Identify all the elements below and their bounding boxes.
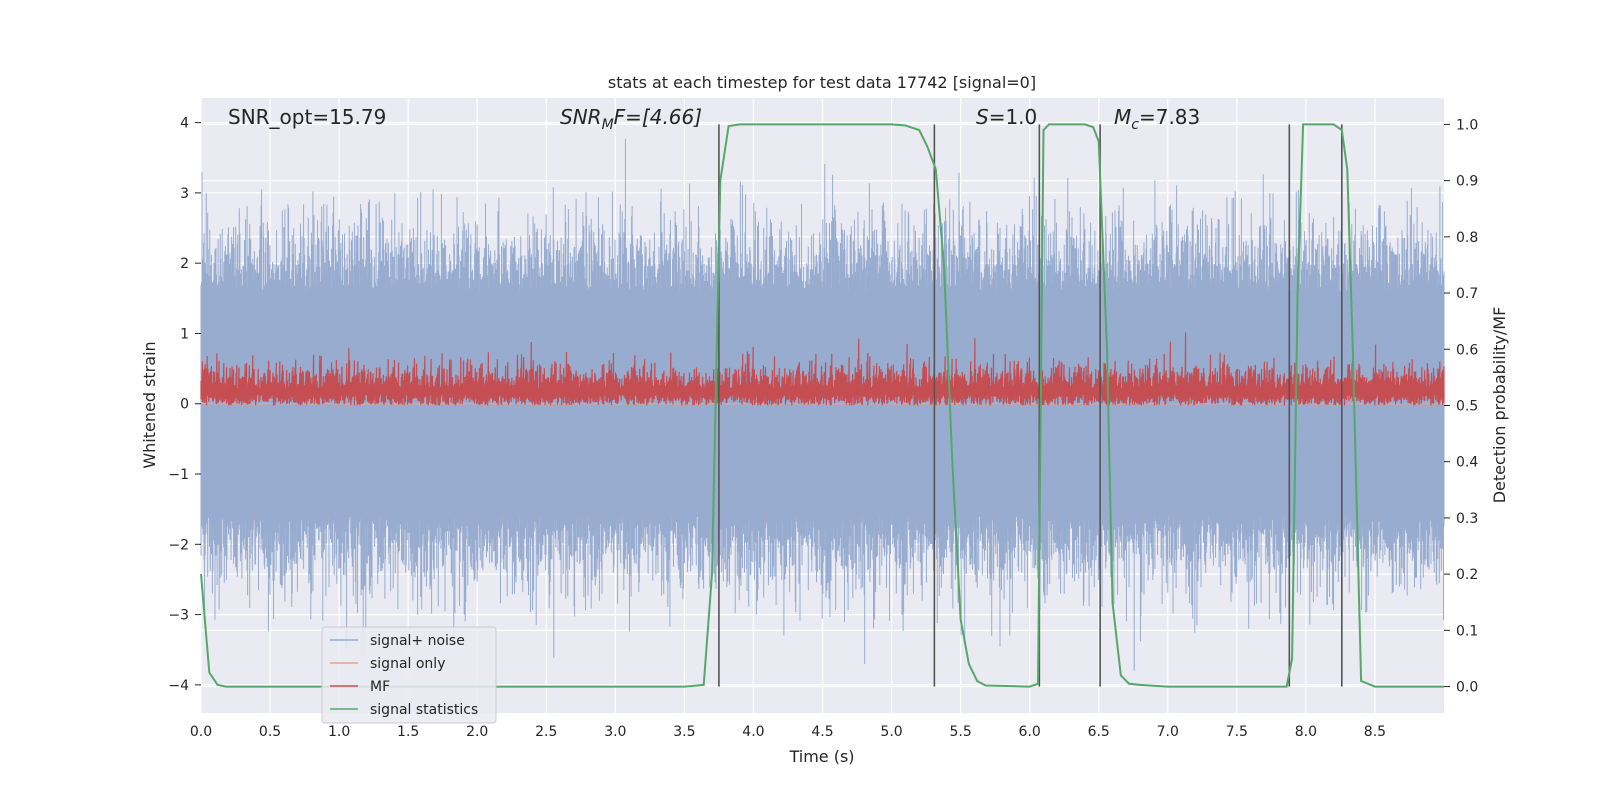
signal-statistics-line (200, 123, 1444, 688)
y2-axis-label: Detection probability/MF (1490, 307, 1509, 504)
x-tick-label: 7.0 (1157, 724, 1179, 740)
annotation-mc-main: M (1114, 105, 1131, 129)
annotation-mc: Mc=7.83 (1114, 105, 1200, 133)
y2-tick-label: 0.0 (1456, 680, 1478, 696)
x-tick-label: 6.5 (1088, 724, 1110, 740)
x-axis-ticks: 0.0 0.5 1.0 1.5 2.0 2.5 3.0 3.5 4.0 4.5 5.0 5.5 6.0 6… (190, 724, 1386, 740)
y-axis-ticks: −4 −3 −2 −1 0 1 2 3 4 (168, 116, 201, 694)
y2-tick-label: 0.5 (1456, 399, 1478, 415)
y2-axis-ticks: 0.0 0.1 0.2 0.3 0.4 0.5 0.6 0.7 0.8 0.9 1.0 (1444, 117, 1478, 696)
annotation-mc-tail: =7.83 (1139, 105, 1200, 129)
annotation-snr-mf-sub: M (602, 117, 614, 133)
y-tick-label: 1 (180, 326, 189, 342)
annotation-snr-opt: SNR_opt=15.79 (228, 105, 386, 129)
annotation-snr-mf-tail: F=[4.66] (614, 105, 702, 129)
mf-trace (200, 332, 1445, 406)
series-mf (200, 332, 1445, 406)
y2-tick-label: 0.4 (1456, 455, 1478, 471)
x-tick-label: 5.0 (880, 724, 902, 740)
legend: signal+ noise signal only MF signal stat… (321, 626, 497, 724)
x-tick-label: 3.5 (673, 724, 695, 740)
annotation-s-main: S (976, 105, 989, 129)
legend-box (321, 626, 497, 724)
x-tick-label: 5.5 (949, 724, 971, 740)
y-tick-label: −3 (168, 608, 189, 624)
y2-tick-label: 0.3 (1456, 511, 1478, 527)
y2-tick-label: 0.9 (1456, 174, 1478, 190)
x-tick-label: 2.5 (535, 724, 557, 740)
y2-tick-label: 0.2 (1456, 567, 1478, 583)
annotation-s-tail: =1.0 (989, 105, 1038, 129)
y-tick-label: 2 (180, 256, 189, 272)
chart-title: stats at each timestep for test data 177… (608, 73, 1036, 92)
y-tick-label: 4 (180, 116, 189, 132)
x-tick-label: 0.5 (259, 724, 281, 740)
x-axis-label: Time (s) (788, 747, 854, 766)
x-tick-label: 4.5 (811, 724, 833, 740)
x-tick-label: 1.0 (328, 724, 350, 740)
y2-tick-label: 1.0 (1456, 117, 1478, 133)
annotation-snr-mf-main: SNR (560, 105, 602, 129)
annotation-mc-sub: c (1131, 117, 1139, 133)
y2-tick-label: 0.8 (1456, 230, 1478, 246)
x-tick-label: 7.5 (1226, 724, 1248, 740)
legend-label-signal-statistics: signal statistics (370, 702, 478, 718)
annotation-snr-mf: SNRMF=[4.66] (560, 105, 702, 133)
legend-label-mf: MF (370, 679, 390, 695)
y2-tick-label: 0.1 (1456, 623, 1478, 639)
y-tick-label: −4 (168, 678, 189, 694)
x-tick-label: 2.0 (466, 724, 488, 740)
y2-tick-label: 0.7 (1456, 286, 1478, 302)
legend-label-signal-only: signal only (370, 656, 445, 672)
x-tick-label: 8.5 (1364, 724, 1386, 740)
x-tick-label: 3.0 (604, 724, 626, 740)
y-tick-label: 0 (180, 397, 189, 413)
x-tick-label: 0.0 (190, 724, 212, 740)
y2-tick-label: 0.6 (1456, 342, 1478, 358)
y-tick-label: 3 (180, 186, 189, 202)
x-tick-label: 4.0 (742, 724, 764, 740)
x-tick-label: 8.0 (1295, 724, 1317, 740)
x-tick-label: 1.5 (397, 724, 419, 740)
legend-label-signal-noise: signal+ noise (370, 633, 465, 649)
y-axis-label: Whitened strain (140, 341, 159, 468)
x-tick-label: 6.0 (1019, 724, 1041, 740)
y-tick-label: −1 (168, 467, 189, 483)
series-signal-statistics (200, 123, 1444, 688)
annotation-s: S=1.0 (976, 105, 1037, 129)
y-tick-label: −2 (168, 537, 189, 553)
